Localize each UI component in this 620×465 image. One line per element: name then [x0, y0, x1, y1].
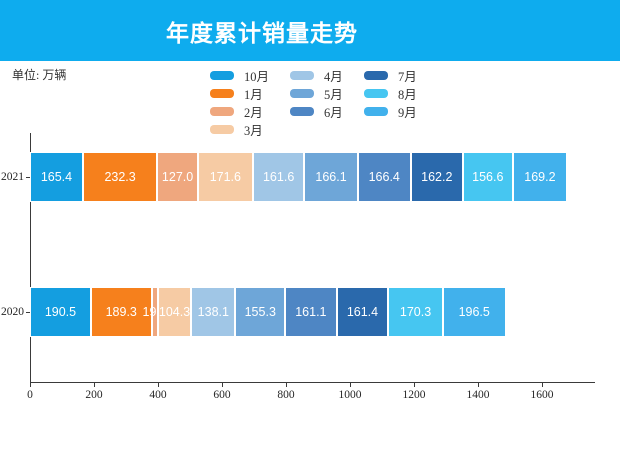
bar-segment-value: 171.6: [209, 170, 241, 184]
legend-label: 3月: [244, 123, 263, 138]
bar-segment-value: 196.5: [458, 305, 490, 319]
x-tick: [94, 383, 95, 387]
legend-swatch: [290, 70, 314, 80]
legend-label: 6月: [324, 105, 343, 120]
bar-segment: 189.3: [90, 287, 152, 337]
legend-swatch: [290, 106, 314, 116]
x-axis-line: [30, 382, 595, 383]
legend-label: 4月: [324, 69, 343, 84]
bar-segment-value: 104.3: [158, 305, 191, 319]
legend-swatch: [364, 70, 388, 80]
legend-item: 10月: [210, 66, 269, 84]
bar-segment-value: 156.6: [472, 170, 504, 184]
bar-segment: 138.1: [191, 287, 236, 337]
bar-segment: 161.4: [336, 287, 389, 337]
bar-segment-value: 190.5: [44, 305, 77, 319]
bar-2021: 165.4 232.3 127.0 171.6 161.6 166.1 166.4 162.2…: [30, 152, 567, 202]
legend-swatch: [290, 88, 314, 98]
legend-item: 9月: [364, 102, 417, 120]
bar-segment: 170.3: [388, 287, 443, 337]
bar-segment: 127.0: [157, 152, 198, 202]
bar-segment: 162.2: [410, 152, 463, 202]
bar-segment-value: 166.4: [368, 170, 400, 184]
legend-label: 5月: [324, 87, 343, 102]
bar-2020: 190.5 189.3 19.8 104.3 138.1 155.3 161.1 161.4 1…: [30, 287, 506, 337]
bar-segment: 190.5: [30, 287, 91, 337]
x-tick-label: 600: [213, 389, 231, 401]
legend-item: 5月: [290, 84, 343, 102]
bar-segment: 166.4: [357, 152, 411, 202]
bar-segment-value: 166.1: [315, 170, 347, 184]
legend-label: 10月: [244, 69, 270, 84]
x-tick-label: 0: [27, 389, 33, 401]
y-axis-line: [30, 133, 31, 383]
legend-label: 9月: [398, 105, 417, 120]
unit-label: 单位: 万辆: [12, 68, 67, 82]
bar-segment-value: 161.4: [346, 305, 379, 319]
legend-item: 3月: [210, 120, 263, 138]
bar-segment: 165.4: [30, 152, 83, 202]
legend-item: 2月: [210, 102, 263, 120]
category-label: 2020: [1, 306, 24, 318]
x-tick: [478, 383, 479, 387]
legend-item: 6月: [290, 102, 343, 120]
bar-segment: 161.6: [252, 152, 305, 202]
x-tick-label: 400: [149, 389, 167, 401]
bar-segment: 171.6: [197, 152, 253, 202]
x-tick: [542, 383, 543, 387]
y-tick: [26, 177, 30, 178]
legend-item: 1月: [210, 84, 263, 102]
bar-segment-value: 161.6: [262, 170, 295, 184]
x-tick: [222, 383, 223, 387]
bar-segment: 166.1: [304, 152, 358, 202]
y-tick: [26, 312, 30, 313]
bar-segment-value: 138.1: [197, 305, 229, 319]
x-tick: [158, 383, 159, 387]
x-tick: [414, 383, 415, 387]
bar-segment: 196.5: [442, 287, 506, 337]
bar-segment-value: 170.3: [399, 305, 432, 319]
legend-swatch: [364, 88, 388, 98]
legend-swatch: [210, 88, 234, 98]
bar-segment-value: 165.4: [40, 170, 73, 184]
legend-label: 2月: [244, 105, 263, 120]
x-tick-label: 1200: [402, 389, 426, 401]
legend-swatch: [210, 70, 234, 80]
bar-segment-value: 169.2: [524, 170, 556, 184]
bar-segment-value: 155.3: [244, 305, 276, 319]
bar-segment: 155.3: [235, 287, 286, 337]
bar-segment: 104.3: [157, 287, 192, 337]
x-tick: [350, 383, 351, 387]
legend-label: 7月: [398, 69, 417, 84]
bar-segment: 169.2: [512, 152, 567, 202]
bar-segment-value: 189.3: [105, 305, 137, 319]
bar-segment: 156.6: [462, 152, 513, 202]
bar-segment-value: 232.3: [104, 170, 136, 184]
x-tick-label: 1000: [338, 389, 362, 401]
title-bar: 年度累计销量走势: [0, 0, 620, 61]
legend-swatch: [364, 106, 388, 116]
x-tick-label: 1600: [530, 389, 554, 401]
x-tick-label: 1400: [466, 389, 490, 401]
legend-item: 7月: [364, 66, 417, 84]
chart-title: 年度累计销量走势: [166, 20, 358, 46]
legend-item: 4月: [290, 66, 343, 84]
x-tick-label: 200: [85, 389, 103, 401]
bar-segment-value: 162.2: [421, 170, 453, 184]
x-tick: [30, 383, 31, 387]
x-tick-label: 800: [277, 389, 295, 401]
bar-segment-value: 161.1: [295, 305, 327, 319]
bar-segment-value: 127.0: [161, 170, 194, 184]
legend-swatch: [210, 124, 234, 134]
legend-label: 1月: [244, 87, 263, 102]
bar-segment: 232.3: [82, 152, 158, 202]
legend-swatch: [210, 106, 234, 116]
legend-label: 8月: [398, 87, 417, 102]
category-label: 2021: [1, 171, 24, 183]
x-tick: [286, 383, 287, 387]
legend-item: 8月: [364, 84, 417, 102]
bar-segment: 161.1: [285, 287, 337, 337]
